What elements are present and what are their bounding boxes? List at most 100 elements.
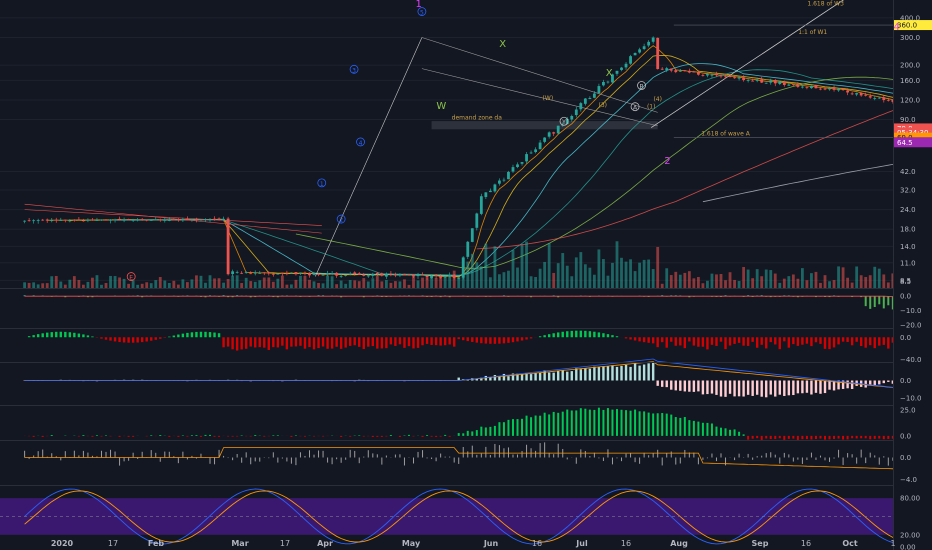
macd-bar [724,381,726,397]
adx-bar [91,436,93,437]
candle-body [222,219,225,220]
squeeze-bar [471,337,473,342]
squeeze-bar [480,337,482,343]
momentum-bar [255,458,256,462]
macd-bar [751,381,753,396]
candle-body [760,79,763,82]
adx-bar [833,436,835,439]
squeeze-bar [652,337,654,343]
squeeze-bar [41,333,43,337]
momentum-bar [65,451,66,457]
squeeze-bar [259,337,261,347]
candle-body [742,77,745,80]
candle-body [77,219,80,220]
adx-bar [277,435,279,436]
volume-bar [864,277,867,288]
volume-bar [530,276,533,288]
momentum-bar [666,454,667,458]
candle-body [819,89,822,90]
wavetrend-bar [869,296,871,309]
annotation: 1:1 of W1 [798,29,827,36]
macd-bar [575,368,577,380]
volume-bar [412,276,415,288]
adx-bar [372,436,374,437]
momentum-bar [752,458,753,460]
squeeze-bar [390,337,392,344]
squeeze-bar [37,334,39,337]
momentum-bar [861,450,862,458]
volume-bar [462,257,465,288]
momentum-bar [476,455,477,458]
candle-body [435,275,438,276]
momentum-bar [372,453,373,457]
momentum-bar [386,456,387,458]
adx-bar [593,410,595,436]
macd-bar [874,381,876,386]
time-tick: Mar [231,539,248,548]
macd-bar [711,381,713,394]
adx-bar [507,420,509,436]
candle-body [181,219,184,220]
squeeze-bar [706,337,708,349]
squeeze-bar [344,337,346,347]
macd-bar [557,370,559,380]
momentum-bar [354,451,355,458]
volume-bar [828,281,831,288]
momentum-bar [684,450,685,458]
adx-bar [232,436,234,437]
adx-bar [580,408,582,436]
momentum-bar [485,447,486,458]
candle-body [525,154,528,161]
squeeze-bar [783,337,785,341]
momentum-bar [522,451,523,458]
volume-bar [851,283,854,288]
adx-bar [566,410,568,436]
volume-bar [344,284,347,288]
volume-bar [629,259,632,288]
adx-bar [526,416,528,436]
candle-body [593,94,596,98]
macd-bar [797,381,799,394]
momentum-bar [268,458,269,459]
squeeze-bar [64,332,66,337]
volume-bar [46,283,49,288]
candle-body [263,272,266,273]
candle-body [55,220,58,221]
candle-body [299,272,302,273]
adx-bar [489,427,491,436]
adx-bar [688,420,690,436]
adx-bar [725,428,727,436]
momentum-bar [748,454,749,458]
squeeze-bar [792,337,794,344]
candle-body [824,89,827,90]
candle-body [200,220,203,221]
adx-bar [399,436,401,437]
momentum-bar [761,456,762,458]
squeeze-bar [733,337,735,344]
macd-bar [770,381,772,395]
volume-bar [249,281,252,288]
time-tick: Feb [148,539,165,548]
volume-bar [236,275,239,288]
wave-label: 4 [359,140,363,147]
squeeze-bar [521,337,523,340]
momentum-bar [711,454,712,458]
macd-bar [521,374,523,380]
adx-bar [119,436,121,437]
squeeze-bar [883,337,885,345]
momentum-bar [558,444,559,458]
macd-bar [593,367,595,381]
candle-body [380,273,383,275]
candle-body [706,74,709,75]
squeeze-bar [489,337,491,344]
time-tick: 17 [280,539,290,548]
squeeze-bar [177,335,179,338]
wave-label: 2 [664,156,670,167]
squeeze-bar [118,337,120,342]
macd-bar [684,381,686,392]
volume-bar [87,282,90,288]
momentum-bar [60,458,61,461]
candle-body [408,274,411,275]
candle-body [313,274,316,275]
